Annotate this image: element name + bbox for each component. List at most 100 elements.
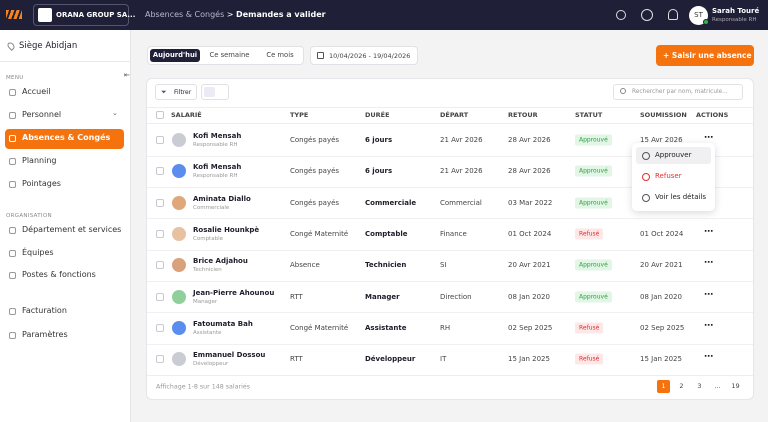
breadcrumb-parent[interactable]: Absences & Congés [145,10,225,19]
cell-type: Congés payés [290,136,340,144]
nav-icon [9,112,16,119]
menu-icon [642,152,650,160]
nav-icon [9,89,16,96]
row-actions[interactable]: ⋯ [704,289,713,300]
cell-type: Congé Maternité [290,229,349,238]
filter-icon: ⏷ [161,88,167,96]
status-badge: Approuvé [575,259,612,271]
row-checkbox[interactable] [156,167,164,176]
requests-card: ⏷ Filtrer Rechercher par nom, matricule.… [146,78,754,400]
search-box[interactable]: Rechercher par nom, matricule... [613,84,743,100]
row-divider [147,155,753,157]
cell-end: 20 Avr 2021 [508,261,551,270]
row-divider [147,312,753,314]
nav-item[interactable]: Planning [22,156,57,165]
site-name[interactable]: Siège Abidjan [19,41,78,51]
date-range-text: 10/04/2026 - 19/04/2026 [329,52,411,60]
nav-icon [9,272,16,279]
cell-end: 03 Mar 2022 [508,198,553,207]
cell-start: IT [440,355,447,364]
row-divider [147,280,753,282]
cell-submitted: 01 Oct 2024 [640,229,684,238]
nav-icon [9,250,16,257]
cell-start: RH [440,323,451,332]
row-checkbox[interactable] [156,198,164,207]
nav-icon [9,135,16,142]
cell-type: Congés payés [290,198,340,207]
period-tab[interactable]: Ce mois [266,51,294,59]
period-tab[interactable]: Ce semaine [209,51,250,59]
cell-end: 28 Avr 2026 [508,136,551,144]
logo [6,10,22,19]
date-range[interactable]: 10/04/2026 - 19/04/2026 [310,46,418,65]
row-checkbox[interactable] [156,261,164,270]
page-button[interactable]: 3 [697,382,702,390]
nav-item[interactable]: Équipes [22,248,54,257]
cell-type: RTT [290,292,303,301]
nav-item[interactable]: Facturation [22,306,67,315]
avatar [172,195,186,210]
search-placeholder: Rechercher par nom, matricule... [632,89,728,95]
avatar [172,320,186,335]
theme-toggle[interactable] [616,10,626,20]
filter-label: Filtrer [174,89,192,96]
cell-end: 01 Oct 2024 [508,229,552,238]
view-toggle[interactable] [201,84,229,100]
nav-item[interactable]: Accueil [22,87,51,96]
menu-item[interactable]: Refuser [655,172,682,180]
row-checkbox[interactable] [156,323,164,332]
row-actions[interactable]: ⋯ [704,133,713,143]
cell-duration: 6 jours [365,136,393,144]
row-divider [147,343,753,345]
employee-name: Fatoumata Bah [193,319,253,328]
row-actions[interactable]: ⋯ [704,226,713,237]
filter-button[interactable]: ⏷ Filtrer [155,84,197,100]
cell-end: 28 Avr 2026 [508,167,551,176]
cell-type: Congés payés [290,167,340,176]
menu-item[interactable]: Voir les détails [655,193,707,201]
avatar [172,352,186,367]
employee-role: Responsable RH [193,173,238,180]
row-actions[interactable]: ⋯ [704,352,713,363]
add-absence-button[interactable]: + Saisir une absence [656,45,754,66]
cell-type: RTT [290,355,303,364]
company-name: ORANA GROUP SA... [56,11,136,19]
employee-role: Responsable RH [193,142,238,148]
row-checkbox[interactable] [156,229,164,238]
user-role: Responsable RH [712,17,757,23]
cell-start: Finance [440,229,467,238]
row-actions[interactable]: ⋯ [704,320,713,331]
collapse-button[interactable]: ⇤ [124,71,130,79]
nav-item[interactable]: Département et services [22,225,122,234]
employee-role: Comptable [193,235,223,242]
list-view[interactable] [204,87,215,97]
avatar [172,258,186,273]
row-checkbox[interactable] [156,292,164,301]
nav-item[interactable]: Pointages [22,179,61,188]
help-button[interactable] [641,9,653,21]
add-absence-label: Saisir une absence [671,51,752,60]
employee-name: Jean-Pierre Ahounou [193,288,275,297]
notifications[interactable] [668,9,678,20]
column-header: ACTIONS [696,111,729,119]
page-button[interactable]: 2 [679,382,684,390]
page-button[interactable]: 19 [731,382,740,390]
row-checkbox[interactable] [156,136,164,144]
cell-submitted: 02 Sep 2025 [640,323,685,332]
nav-item[interactable]: Postes & fonctions [22,270,96,279]
employee-name: Aminata Diallo [193,194,251,203]
nav-item[interactable]: Paramètres [22,330,68,339]
column-header: STATUT [575,111,603,119]
row-actions[interactable]: ⋯ [704,258,713,269]
row-checkbox[interactable] [156,355,164,364]
menu-item[interactable]: Approuver [655,151,692,159]
nav-item[interactable]: Absences & Congés [22,133,111,142]
company-switcher[interactable]: ORANA GROUP SA... [33,4,135,26]
nav-item[interactable]: Personnel [22,110,62,119]
page-button[interactable]: 1 [657,380,670,393]
period-tab[interactable]: Aujourd'hui [150,49,200,62]
cell-submitted: 15 Jan 2025 [640,355,682,364]
cell-type: Absence [290,261,320,270]
avatar [172,164,186,179]
employee-name: Kofi Mensah [193,132,242,140]
